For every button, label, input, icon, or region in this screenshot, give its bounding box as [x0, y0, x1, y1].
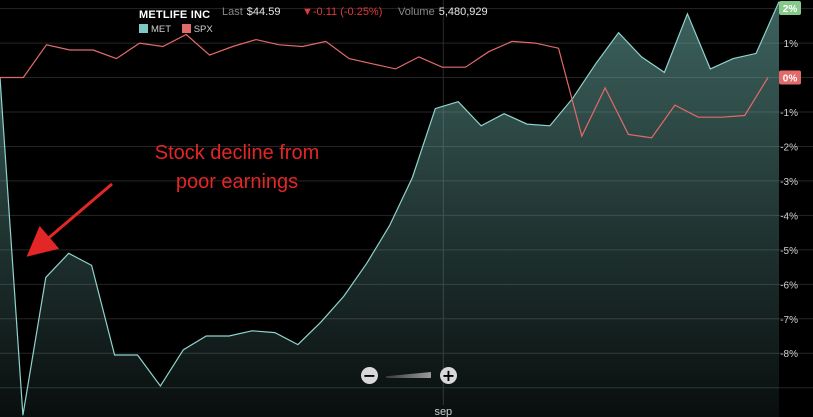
zoom-in-button[interactable]: + — [440, 366, 457, 385]
spx-end-label: 0% — [779, 70, 801, 85]
annotation-line-2: poor earnings — [176, 171, 298, 193]
spx-end-label-bg — [779, 70, 801, 85]
legend-label-spx: SPX — [193, 24, 213, 35]
spx-end-label-text: 0% — [783, 74, 798, 85]
met-line — [0, 1, 780, 416]
y-tick-label: -8% — [780, 349, 798, 360]
quote-last: Last $44.59 — [222, 6, 280, 18]
chart-header: METLIFE INC — [139, 5, 210, 23]
x-axis-ticks: sep — [434, 406, 452, 417]
y-tick-label: -2% — [780, 142, 798, 153]
annotation-arrow — [26, 182, 113, 257]
legend-swatch-spx — [181, 24, 191, 33]
legend-label-met: MET — [151, 24, 172, 35]
zoom-slider[interactable] — [386, 372, 431, 378]
zoom-control: − + — [361, 367, 459, 385]
quote-volume: Volume 5,480,929 — [398, 6, 488, 18]
y-tick-label: -1% — [780, 108, 798, 119]
legend: MET SPX — [139, 24, 221, 35]
volume-label: Volume — [398, 6, 435, 18]
met-area — [0, 1, 779, 417]
legend-item-spx[interactable]: SPX — [181, 24, 213, 35]
spx-line — [0, 33, 769, 139]
annotation-line-1: Stock decline from — [155, 142, 320, 164]
x-tick-label: sep — [434, 406, 452, 417]
met-end-label: 2% — [779, 1, 801, 15]
zoom-out-button[interactable]: − — [361, 366, 378, 385]
met-end-label-text: 2% — [783, 4, 798, 15]
y-tick-label: -7% — [780, 315, 798, 326]
legend-swatch-met — [139, 24, 148, 33]
chart-title: METLIFE INC — [139, 9, 211, 21]
legend-item-met[interactable]: MET — [139, 24, 171, 35]
volume-value: 5,480,929 — [438, 6, 488, 18]
y-axis-ticks: 1% -1% -2% -3% -4% -5% -6% -7% -8% — [780, 39, 798, 360]
y-tick-label: -4% — [780, 211, 798, 222]
met-end-label-bg — [779, 1, 801, 15]
y-tick-label: -3% — [780, 177, 798, 188]
change-value: ▼-0.11 (-0.25%) — [302, 6, 383, 18]
y-tick-label: -5% — [780, 246, 798, 257]
last-value: $44.59 — [246, 6, 281, 18]
annotation: Stock decline from poor earnings — [26, 142, 320, 257]
end-labels: 2% 0% — [779, 1, 801, 85]
y-tick-label: 1% — [784, 39, 799, 50]
last-label: Last — [222, 6, 243, 18]
quote-change: ▼-0.11 (-0.25%) — [302, 6, 382, 18]
y-tick-label: -6% — [780, 280, 798, 291]
